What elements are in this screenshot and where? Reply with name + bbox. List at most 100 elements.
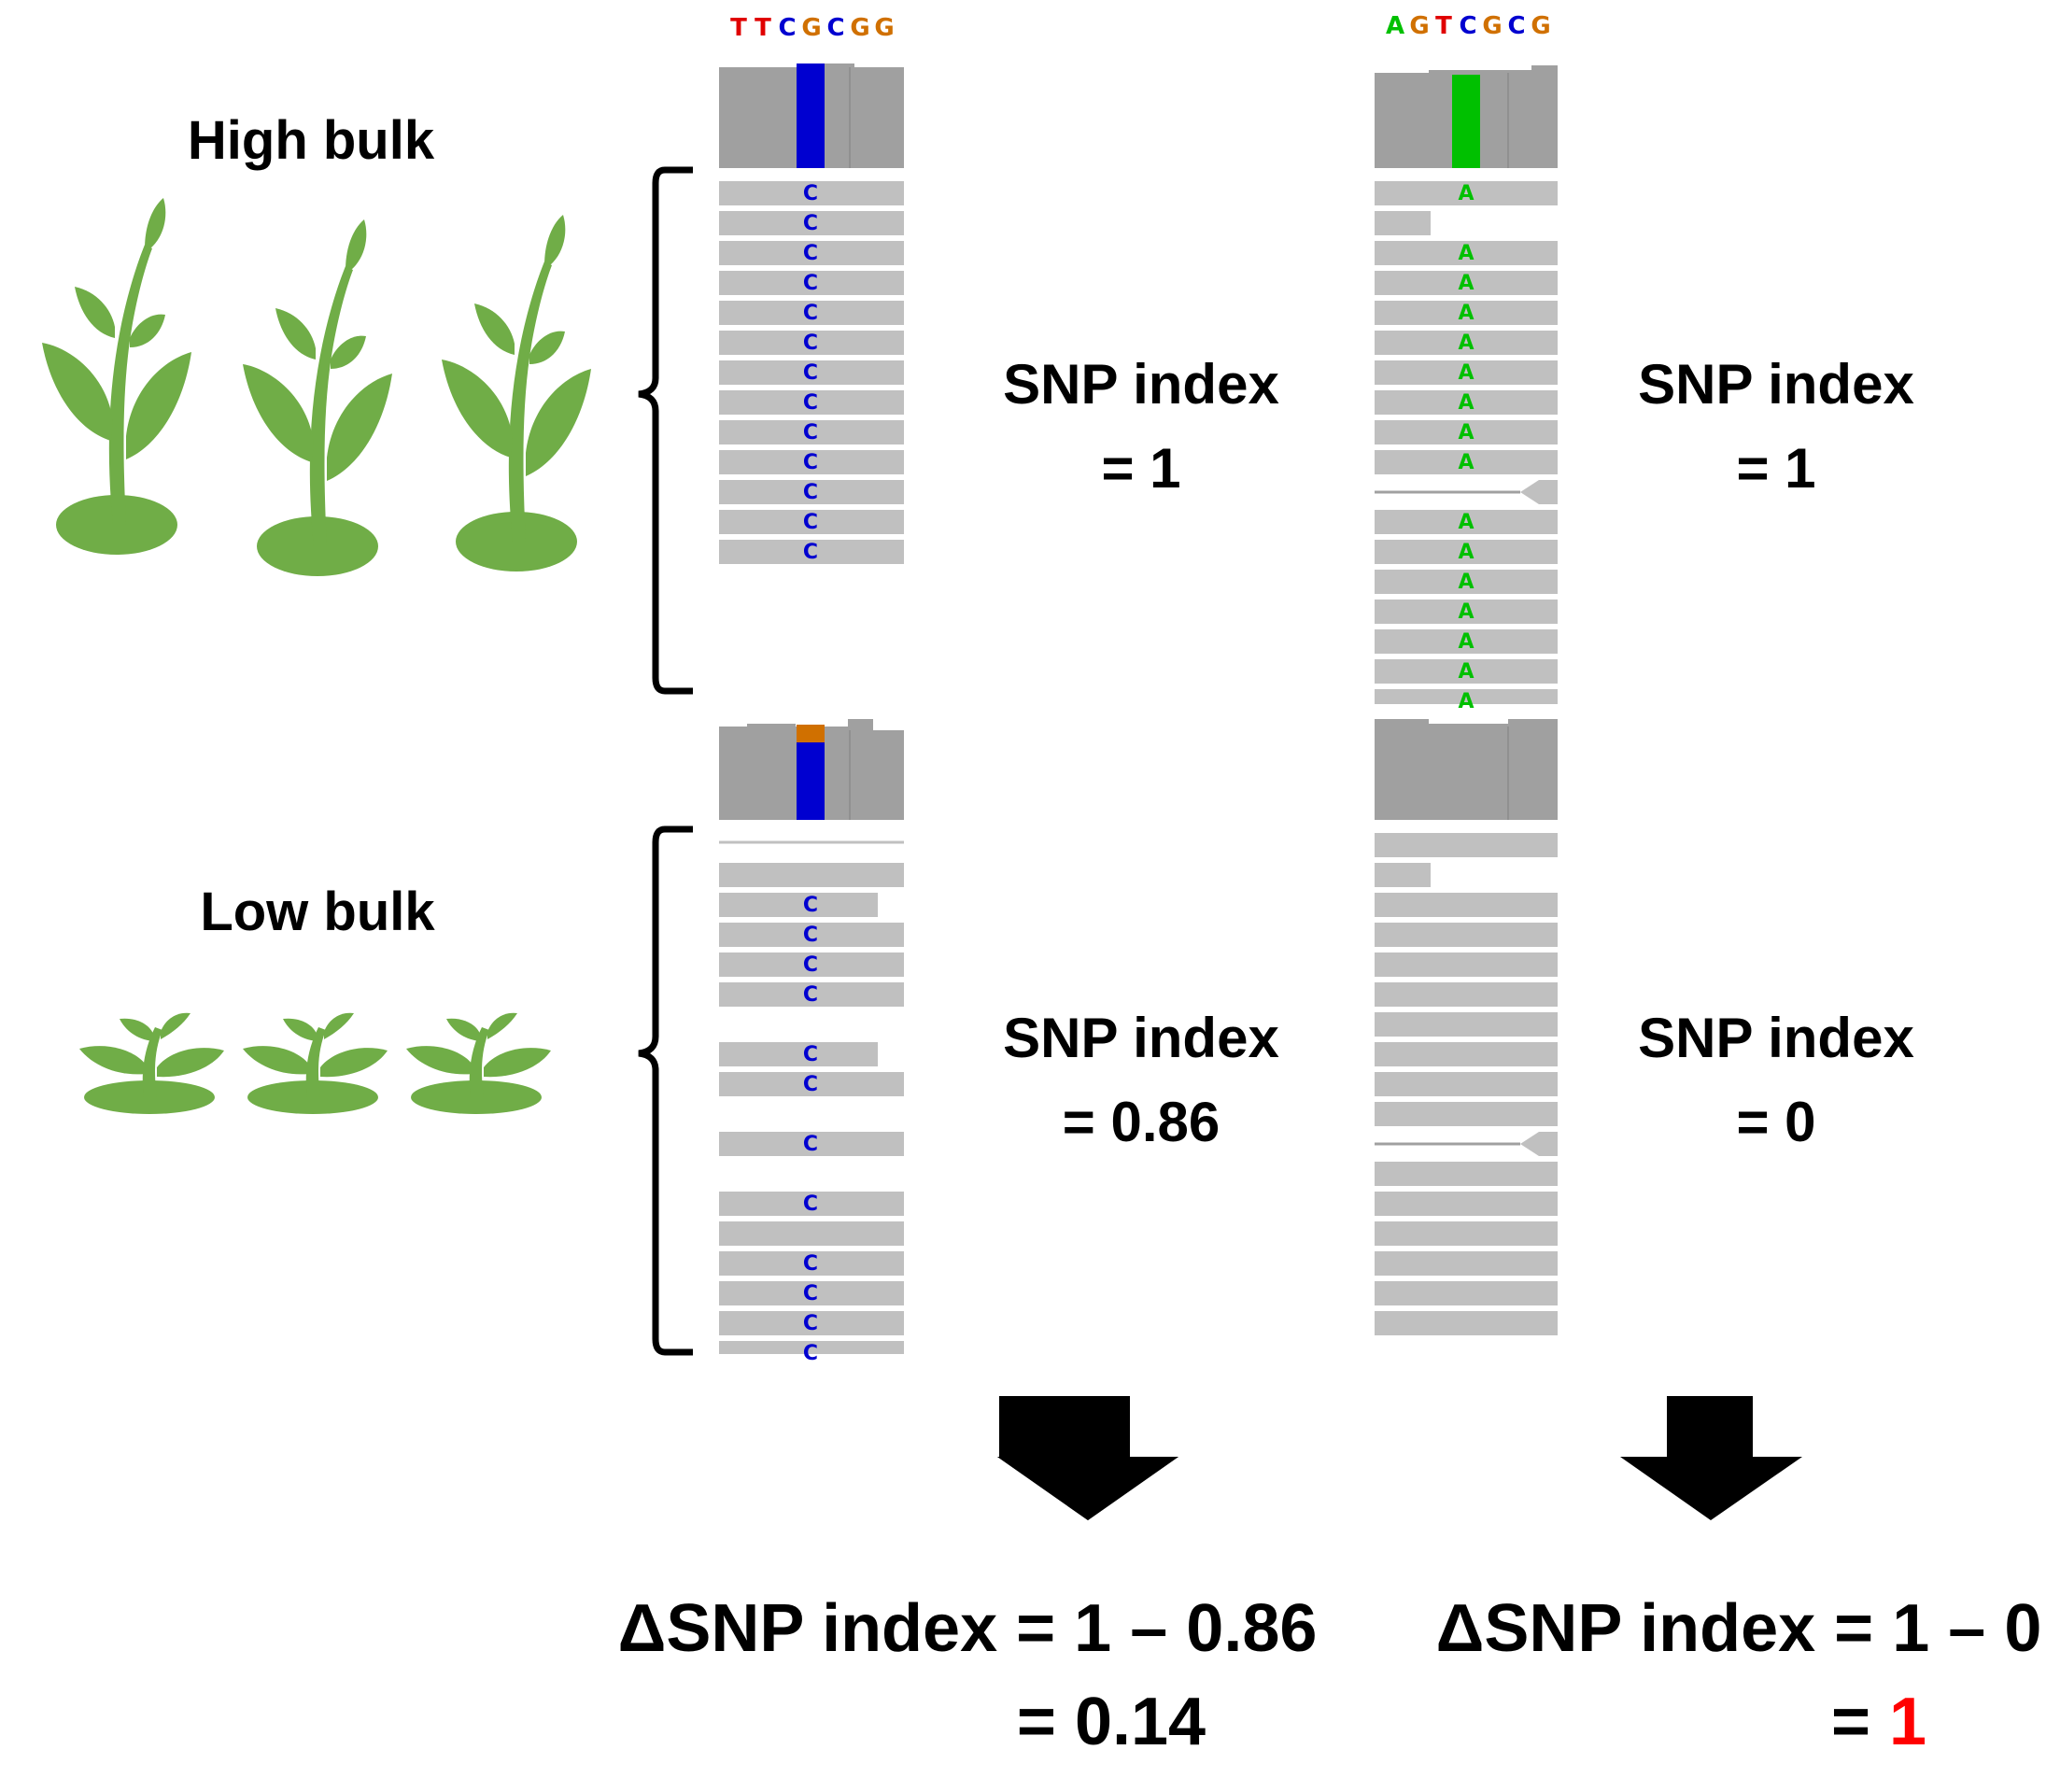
high-bulk-bracket	[638, 166, 693, 695]
reference-base: T	[1435, 12, 1452, 40]
reference-base: G	[874, 14, 894, 42]
read-base: C	[803, 983, 818, 1007]
high-bulk-label: High bulk	[188, 110, 435, 171]
read-base: A	[1458, 511, 1474, 534]
read-bar	[719, 982, 904, 1007]
read-base: A	[1458, 600, 1474, 624]
read-base: A	[1458, 182, 1474, 205]
read-base: A	[1458, 361, 1474, 385]
read-bar	[1375, 241, 1558, 265]
reference-base: C	[826, 14, 844, 42]
down-arrow-icon-fill	[997, 1396, 1178, 1520]
read-bar	[719, 540, 904, 564]
read-base: C	[803, 332, 818, 355]
delta-snp-result-value: 0.14	[1075, 1685, 1206, 1759]
read-bar	[1375, 600, 1558, 624]
sequencing-reads: CCCCCCCCCCCCCAAAAAAAAAAAAAAAACCCCCCCCCCC…	[719, 181, 1558, 1365]
delta-snp-result-prefix: =	[1831, 1685, 1889, 1759]
read-base: C	[803, 953, 818, 977]
delta-snp-result-prefix: =	[1017, 1685, 1075, 1759]
read-base: C	[803, 481, 818, 504]
read-bar	[1375, 510, 1558, 534]
read-bar	[719, 510, 904, 534]
low-bulk-bracket	[638, 825, 693, 1356]
read-base: A	[1458, 541, 1474, 564]
variant-bar-c	[797, 742, 825, 820]
read-bar	[1375, 301, 1558, 325]
read-bar	[719, 420, 904, 444]
coverage-track-1-high	[719, 63, 904, 168]
read-base: C	[803, 421, 818, 444]
read-base: C	[803, 511, 818, 534]
snp-index-label: SNP index	[1003, 353, 1279, 416]
read-bar	[1375, 540, 1558, 564]
read-bar	[719, 863, 904, 887]
read-bar	[719, 1251, 904, 1276]
read-base: A	[1458, 391, 1474, 415]
read-bar	[719, 1192, 904, 1216]
read-bar	[1375, 331, 1558, 355]
snp-index-label: SNP index	[1638, 353, 1914, 416]
read-bar	[1375, 833, 1558, 857]
variant-bar-g	[797, 725, 825, 742]
variant-bar-a	[1452, 75, 1480, 168]
delta-snp-result: = 1	[1831, 1685, 1926, 1759]
low-bulk-label: Low bulk	[200, 882, 435, 942]
read-bar	[1375, 923, 1558, 947]
read-bar	[1375, 659, 1558, 684]
sprout-icon	[79, 1012, 224, 1114]
read-base: C	[803, 1312, 818, 1335]
read-bar	[719, 360, 904, 385]
read-base: A	[1458, 571, 1474, 594]
plant-icon	[442, 215, 591, 571]
snp-index-value: = 0	[1736, 1091, 1815, 1153]
read-base: A	[1458, 690, 1474, 713]
read-bar	[719, 181, 904, 205]
read-bar	[719, 1341, 904, 1354]
read-bar	[1375, 1221, 1558, 1246]
read-base: A	[1458, 630, 1474, 654]
read-bar	[719, 1042, 878, 1066]
snp-index-label: SNP index	[1638, 1007, 1914, 1069]
delta-snp-result: = 0.14	[1017, 1685, 1206, 1759]
read-bar	[1375, 1162, 1558, 1186]
down-arrow-icon	[1620, 1396, 1802, 1520]
read-base: A	[1458, 302, 1474, 325]
coverage-track-1-low	[719, 719, 904, 820]
read-bar	[1375, 1102, 1558, 1126]
plant-icon	[243, 219, 392, 576]
sprout-icon	[406, 1012, 551, 1114]
read-bar	[1375, 271, 1558, 295]
read-bar	[719, 1281, 904, 1305]
read-bar	[1375, 1192, 1558, 1216]
reference-base: G	[1482, 12, 1502, 40]
read-bar	[719, 893, 878, 917]
read-base: C	[803, 242, 818, 265]
low-bulk-plants	[79, 1012, 551, 1114]
snp-index-label: SNP index	[1003, 1007, 1279, 1069]
read-base: C	[803, 1192, 818, 1216]
read-bar	[719, 390, 904, 415]
read-bar	[719, 331, 904, 355]
read-bar	[1375, 1042, 1558, 1066]
read-bar	[1375, 181, 1558, 205]
delta-snp-result-value: 1	[1889, 1685, 1926, 1759]
read-bar	[1375, 1311, 1558, 1335]
high-bulk-plants	[42, 198, 591, 576]
read-bar	[1375, 211, 1431, 235]
read-base: C	[803, 212, 818, 235]
reference-base: C	[1459, 12, 1476, 40]
read-base: C	[803, 1133, 818, 1156]
read-base: C	[803, 924, 818, 947]
sprout-icon	[243, 1012, 388, 1114]
coverage-track-2-low	[1375, 719, 1558, 820]
reference-base: A	[1386, 12, 1404, 40]
read-bar	[1375, 390, 1558, 415]
read-bar	[1375, 863, 1431, 887]
reference-base: C	[778, 14, 796, 42]
read-base: A	[1458, 421, 1474, 444]
read-bar-arrow	[1520, 480, 1558, 504]
